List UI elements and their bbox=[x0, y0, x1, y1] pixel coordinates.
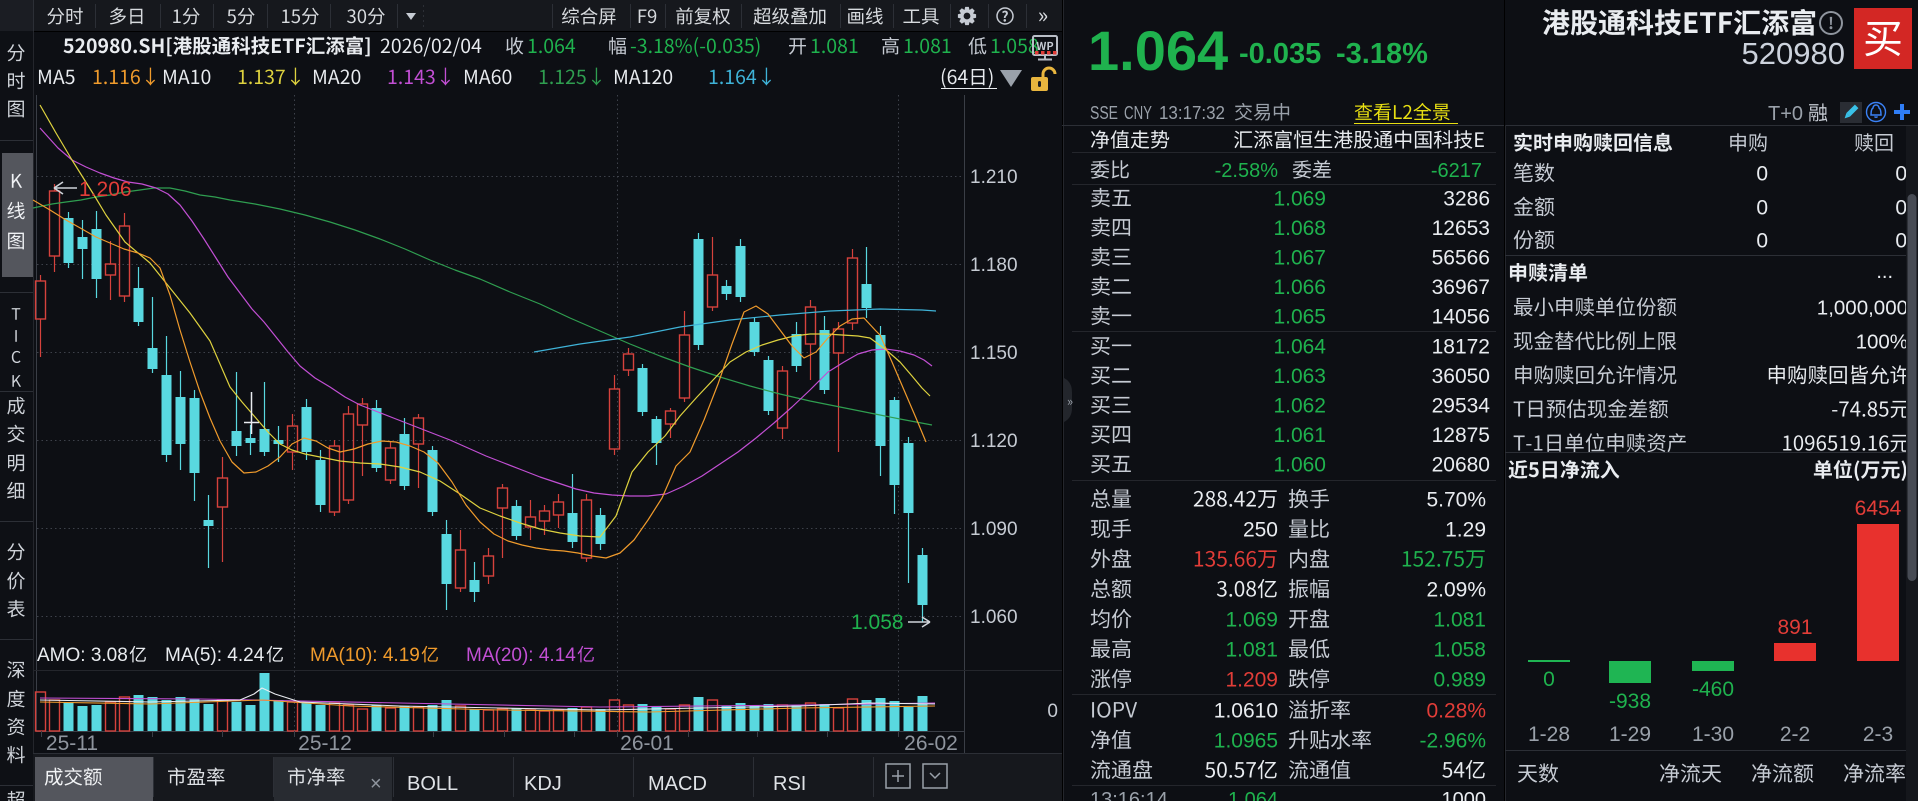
svg-text:1.069: 1.069 bbox=[1225, 609, 1278, 632]
svg-text:BOLL: BOLL bbox=[407, 773, 458, 795]
svg-text:1-29: 1-29 bbox=[1609, 723, 1651, 746]
svg-text:36050: 36050 bbox=[1432, 365, 1490, 388]
svg-text:MA(10): 4.19: MA(10): 4.19 bbox=[310, 645, 420, 666]
svg-text:MA(5): 4.24: MA(5): 4.24 bbox=[165, 645, 265, 666]
svg-text:-938: -938 bbox=[1609, 690, 1651, 713]
svg-text:1,000,000: 1,000,000 bbox=[1817, 297, 1908, 320]
svg-text:0: 0 bbox=[1543, 668, 1555, 691]
svg-text:1.120: 1.120 bbox=[970, 431, 1018, 452]
svg-text:1.064: 1.064 bbox=[1088, 19, 1228, 82]
svg-text:891: 891 bbox=[1777, 616, 1812, 639]
svg-text:1-30: 1-30 bbox=[1692, 723, 1734, 746]
svg-text:KDJ: KDJ bbox=[524, 773, 562, 795]
svg-text:1.069: 1.069 bbox=[1273, 188, 1326, 211]
svg-text:36967: 36967 bbox=[1432, 276, 1490, 299]
svg-text:12653: 12653 bbox=[1432, 217, 1490, 240]
svg-text:-6217: -6217 bbox=[1431, 160, 1482, 182]
svg-text:0: 0 bbox=[1756, 230, 1768, 253]
svg-text:26-02: 26-02 bbox=[904, 732, 958, 755]
svg-text:T+0: T+0 bbox=[1768, 103, 1803, 125]
svg-text:12875: 12875 bbox=[1432, 424, 1490, 447]
svg-text:-2.96%: -2.96% bbox=[1419, 730, 1486, 753]
svg-text:18172: 18172 bbox=[1432, 336, 1490, 359]
svg-text:AMO: 3.08: AMO: 3.08 bbox=[37, 645, 128, 666]
svg-text:1.060: 1.060 bbox=[1273, 454, 1326, 477]
svg-text:20680: 20680 bbox=[1432, 454, 1490, 477]
svg-text:1.063: 1.063 bbox=[1273, 365, 1326, 388]
svg-text:13:17:32: 13:17:32 bbox=[1159, 103, 1225, 123]
svg-text:1-28: 1-28 bbox=[1528, 723, 1570, 746]
svg-text:1.206: 1.206 bbox=[79, 178, 132, 201]
svg-text:0: 0 bbox=[1895, 197, 1907, 220]
svg-text:RSI: RSI bbox=[773, 773, 806, 795]
svg-text:1.066: 1.066 bbox=[1273, 276, 1326, 299]
svg-text:0: 0 bbox=[1895, 230, 1907, 253]
svg-text:13:16:14: 13:16:14 bbox=[1090, 789, 1168, 801]
svg-text:×: × bbox=[370, 773, 382, 795]
svg-text:1.081: 1.081 bbox=[1225, 639, 1278, 662]
svg-text:0: 0 bbox=[1756, 163, 1768, 186]
svg-text:1.0965: 1.0965 bbox=[1214, 730, 1278, 753]
svg-text:-0.035: -0.035 bbox=[1239, 38, 1321, 70]
svg-text:0.28%: 0.28% bbox=[1426, 700, 1486, 723]
svg-text:1.067: 1.067 bbox=[1273, 247, 1326, 270]
svg-text:1.064: 1.064 bbox=[1228, 789, 1278, 801]
svg-text:-3.18%: -3.18% bbox=[1336, 38, 1428, 70]
svg-text:1.061: 1.061 bbox=[1273, 424, 1326, 447]
svg-text:1.060: 1.060 bbox=[970, 607, 1018, 628]
svg-text:0.989: 0.989 bbox=[1433, 669, 1486, 692]
svg-text:5.70%: 5.70% bbox=[1426, 489, 1486, 512]
svg-text:MACD: MACD bbox=[648, 773, 707, 795]
svg-text:6454: 6454 bbox=[1855, 497, 1902, 520]
svg-text:1.058: 1.058 bbox=[851, 611, 904, 634]
svg-text:-2.58%: -2.58% bbox=[1215, 160, 1279, 182]
svg-text:3286: 3286 bbox=[1443, 188, 1490, 211]
svg-text:1.0610: 1.0610 bbox=[1214, 700, 1278, 723]
svg-text:CNY: CNY bbox=[1124, 103, 1152, 123]
svg-text:1.062: 1.062 bbox=[1273, 395, 1326, 418]
svg-text:0: 0 bbox=[1895, 163, 1907, 186]
svg-text:2-3: 2-3 bbox=[1863, 723, 1893, 746]
svg-text:100%: 100% bbox=[1856, 331, 1908, 354]
svg-text:1.150: 1.150 bbox=[970, 343, 1018, 364]
svg-text:1.058: 1.058 bbox=[1433, 639, 1486, 662]
svg-text:SSE: SSE bbox=[1090, 103, 1118, 123]
svg-text:26-01: 26-01 bbox=[620, 732, 674, 755]
svg-text:520980: 520980 bbox=[1742, 36, 1845, 71]
svg-text:2.09%: 2.09% bbox=[1426, 579, 1486, 602]
svg-text:1.210: 1.210 bbox=[970, 167, 1018, 188]
svg-text:...: ... bbox=[1876, 261, 1893, 283]
svg-text:1.209: 1.209 bbox=[1225, 669, 1278, 692]
svg-text:1.081: 1.081 bbox=[1433, 609, 1486, 632]
svg-text:29534: 29534 bbox=[1432, 395, 1491, 418]
svg-text:25-11: 25-11 bbox=[46, 732, 98, 755]
svg-text:56566: 56566 bbox=[1432, 247, 1490, 270]
svg-text:1.29: 1.29 bbox=[1445, 519, 1486, 542]
svg-text:MA(20): 4.14: MA(20): 4.14 bbox=[466, 645, 576, 666]
svg-text:1.068: 1.068 bbox=[1273, 217, 1326, 240]
svg-text:1.064: 1.064 bbox=[1273, 336, 1326, 359]
svg-text:0: 0 bbox=[1047, 701, 1058, 722]
svg-text:1.065: 1.065 bbox=[1273, 306, 1326, 329]
svg-text:1.090: 1.090 bbox=[970, 519, 1018, 540]
svg-text:2-2: 2-2 bbox=[1780, 723, 1810, 746]
svg-text:-460: -460 bbox=[1692, 678, 1734, 701]
svg-text:14056: 14056 bbox=[1432, 306, 1490, 329]
svg-text:25-12: 25-12 bbox=[298, 732, 352, 755]
svg-text:1.180: 1.180 bbox=[970, 255, 1018, 276]
svg-text:0: 0 bbox=[1756, 197, 1768, 220]
svg-text:250: 250 bbox=[1243, 519, 1278, 542]
svg-text:1000: 1000 bbox=[1442, 789, 1487, 801]
